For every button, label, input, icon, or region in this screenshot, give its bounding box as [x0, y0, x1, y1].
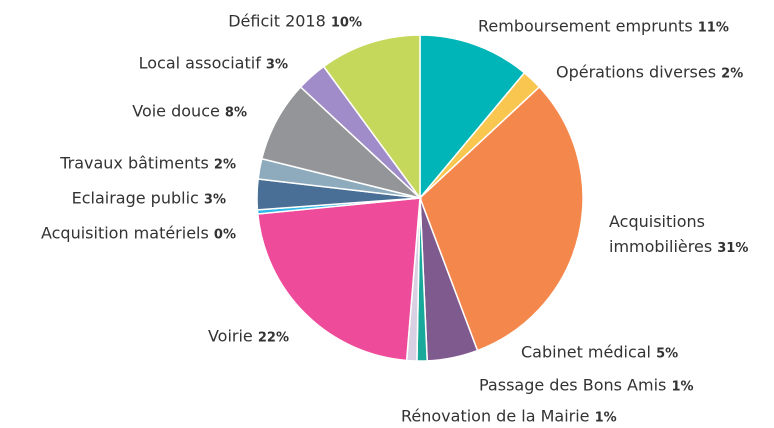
- slice-label: Travaux bâtiments 2%: [60, 151, 236, 178]
- category-name: Rénovation de la Mairie: [401, 406, 590, 426]
- pie-slice: [256, 197, 421, 362]
- value-label: 5%: [656, 346, 679, 362]
- slice-label: Eclairage public 3%: [72, 186, 226, 213]
- value-label: 1%: [671, 379, 694, 395]
- value-label: 31%: [717, 241, 749, 256]
- value-label: 2%: [721, 66, 744, 82]
- category-name: Voie douce: [132, 101, 220, 121]
- slice-label: Acquisition matériels 0%: [41, 221, 236, 248]
- category-name: Cabinet médical: [521, 342, 651, 362]
- value-label: 8%: [224, 105, 247, 121]
- slice-label: Cabinet médical 5%: [521, 340, 678, 367]
- value-label: 0%: [213, 227, 236, 243]
- category-name: Déficit 2018: [228, 11, 326, 31]
- category-name: Eclairage public: [71, 188, 199, 208]
- value-label: 2%: [213, 157, 236, 173]
- category-name: Voirie: [207, 326, 253, 346]
- category-name: Passage des Bons Amis: [479, 375, 667, 395]
- slice-label: Local associatif 3%: [139, 51, 288, 78]
- slice-label: Déficit 2018 10%: [228, 9, 362, 36]
- value-label: 22%: [257, 330, 289, 346]
- category-name: Acquisition matériels: [40, 223, 209, 243]
- slice-label: Acquisitions immobilières 31%: [609, 209, 769, 261]
- slice-label: Opérations diverses 2%: [556, 60, 743, 87]
- slice-label: Voie douce 8%: [132, 99, 247, 126]
- pie-slice: [419, 85, 584, 352]
- slice-label: Remboursement emprunts 11%: [478, 14, 729, 41]
- slice-label: Voirie 22%: [208, 324, 289, 351]
- category-name: Travaux bâtiments: [60, 153, 209, 173]
- category-name: Acquisitions immobilières: [609, 212, 713, 256]
- slice-label: Passage des Bons Amis 1%: [479, 373, 694, 400]
- category-name: Remboursement emprunts: [478, 16, 693, 36]
- slice-label: Rénovation de la Mairie 1%: [401, 404, 617, 428]
- value-label: 3%: [203, 192, 226, 208]
- value-label: 3%: [265, 57, 288, 73]
- value-label: 1%: [594, 410, 617, 426]
- value-label: 10%: [330, 15, 362, 31]
- category-name: Opérations diverses: [556, 62, 717, 82]
- pie-slice: [419, 34, 526, 201]
- category-name: Local associatif: [138, 53, 261, 73]
- value-label: 11%: [697, 20, 729, 36]
- pie-slice: [322, 34, 421, 201]
